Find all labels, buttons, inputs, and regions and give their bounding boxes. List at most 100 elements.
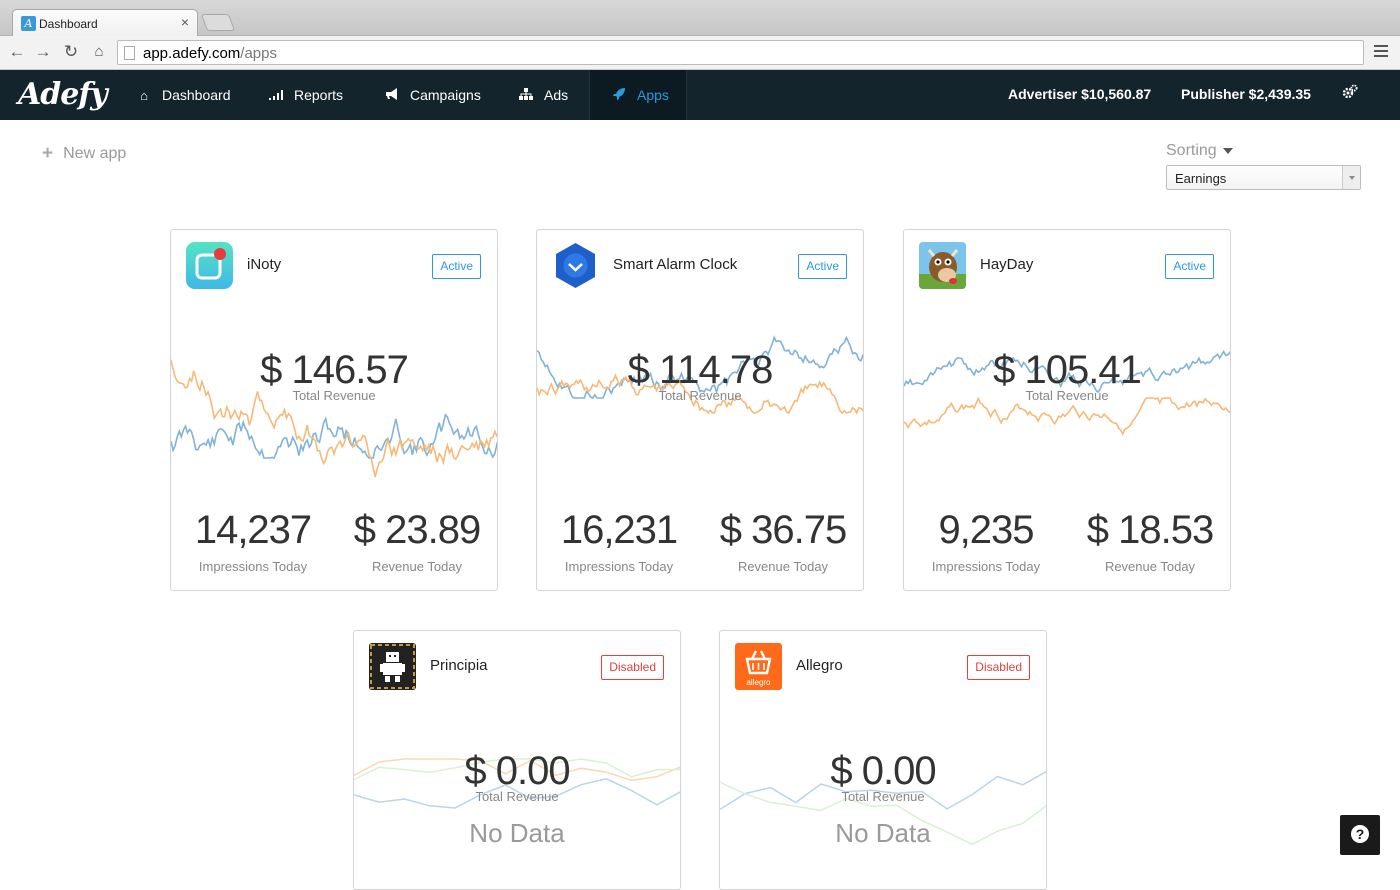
total-revenue-label: Total Revenue	[658, 388, 742, 403]
nav-label: Dashboard	[162, 87, 231, 103]
bullhorn-icon	[384, 87, 400, 103]
sparkline-series-1	[171, 359, 497, 478]
app-card-inoty[interactable]: iNoty Active $ 146.57 Total Revenue 14,2…	[170, 229, 498, 591]
sparkline-series-0	[354, 758, 680, 782]
app-name: iNoty	[247, 256, 282, 273]
app-name: Principia	[430, 657, 488, 674]
nav-reports[interactable]: Reports	[268, 70, 343, 120]
sorting-select[interactable]: Earnings	[1166, 165, 1361, 190]
revenue-sparkline	[354, 758, 680, 809]
smart-alarm-clock-app-icon	[552, 242, 599, 289]
adefy-favicon-icon: A	[21, 16, 36, 31]
status-badge: Disabled	[967, 655, 1030, 680]
nav-campaigns[interactable]: Campaigns	[384, 70, 481, 120]
revenue-today-value: $ 36.75	[719, 508, 847, 552]
revenue-sparkline	[904, 349, 1230, 436]
total-revenue-value: $ 0.00	[830, 749, 936, 793]
question-icon: ?	[1351, 825, 1369, 843]
revenue-sparkline	[537, 335, 863, 415]
tab-close-icon[interactable]: ×	[180, 14, 189, 30]
sparkline-series-1	[537, 372, 863, 415]
status-badge: Active	[798, 254, 847, 279]
back-arrow-icon[interactable]: ←	[8, 42, 26, 61]
new-tab-button[interactable]	[200, 14, 236, 31]
sparkline-series-0	[537, 335, 863, 399]
sparkline-series-0	[171, 413, 497, 459]
sitemap-icon	[518, 87, 534, 103]
impressions-today-label: Impressions Today	[931, 559, 1041, 574]
no-data-label: No Data	[835, 818, 931, 848]
total-revenue-label: Total Revenue	[475, 789, 559, 804]
status-badge: Active	[1165, 254, 1214, 279]
sparkline-series-0	[904, 349, 1230, 394]
status-badge: Active	[432, 254, 481, 279]
impressions-today-value: 9,235	[938, 508, 1034, 552]
revenue-today-value: $ 23.89	[353, 508, 481, 552]
status-badge: Disabled	[601, 655, 664, 680]
sparkline-series-1	[354, 778, 680, 809]
app-name: Smart Alarm Clock	[613, 256, 738, 273]
nav-label: Ads	[544, 87, 569, 103]
impressions-today-label: Impressions Today	[564, 559, 674, 574]
principia-robot-app-icon	[369, 643, 416, 690]
revenue-today-value: $ 18.53	[1086, 508, 1214, 552]
no-data-label: No Data	[469, 818, 565, 848]
hayday-cow-app-icon	[919, 242, 966, 289]
impressions-today-value: 14,237	[194, 508, 312, 552]
advertiser-balance[interactable]: Advertiser $10,560.87	[1008, 86, 1152, 102]
nav-apps[interactable]: Apps	[589, 70, 687, 120]
sorting-dropdown-toggle[interactable]: Sorting	[1166, 142, 1233, 160]
sparkline-series-1	[720, 781, 1046, 846]
help-button[interactable]: ?	[1340, 815, 1380, 855]
publisher-balance[interactable]: Publisher $2,439.35	[1181, 86, 1311, 102]
revenue-today-label: Revenue Today	[371, 559, 463, 574]
nav-ads[interactable]: Ads	[518, 70, 568, 120]
impressions-today-label: Impressions Today	[198, 559, 308, 574]
total-revenue-value: $ 146.57	[260, 348, 409, 392]
tab-title: Dashboard	[39, 17, 98, 31]
total-revenue-value: $ 114.78	[627, 348, 774, 392]
home-icon[interactable]: ⌂	[94, 43, 104, 60]
sorting-value: Earnings	[1175, 171, 1227, 186]
rocket-icon	[611, 87, 627, 104]
page-icon	[124, 46, 135, 60]
select-arrow-icon	[1342, 166, 1360, 189]
revenue-today-label: Revenue Today	[737, 559, 829, 574]
sparkline-series-0	[720, 770, 1046, 811]
nav-label: Reports	[294, 87, 344, 103]
forward-arrow-icon[interactable]: →	[34, 42, 52, 61]
caret-down-icon	[1222, 147, 1233, 154]
adefy-logo[interactable]: Adefy	[18, 77, 108, 112]
total-revenue-value: $ 105.41	[993, 348, 1142, 392]
sorting-label: Sorting	[1166, 142, 1217, 159]
hamburger-menu-icon[interactable]	[1374, 45, 1388, 59]
nav-dashboard[interactable]: ⌂ Dashboard	[136, 70, 231, 120]
sparkline-series-2	[354, 758, 680, 781]
browser-toolbar: ← → ↻ ⌂ app.adefy.com/apps	[0, 36, 1400, 70]
reload-icon[interactable]: ↻	[63, 42, 79, 61]
gears-icon[interactable]	[1342, 84, 1358, 105]
revenue-sparkline	[720, 770, 1046, 846]
app-card-allegro[interactable]: allegro Allegro Disabled $ 0.00 Total Re…	[719, 630, 1047, 890]
browser-tabstrip: A Dashboard ×	[0, 0, 1400, 37]
app-header: Adefy ⌂ Dashboard Reports Campaigns Ads …	[0, 70, 1400, 120]
app-card-smart-alarm-clock[interactable]: Smart Alarm Clock Active $ 114.78 Total …	[536, 229, 864, 591]
inoty-app-icon	[186, 242, 233, 289]
app-card-principia[interactable]: Principia Disabled $ 0.00 Total Revenue …	[353, 630, 681, 890]
svg-text:allegro: allegro	[746, 678, 771, 687]
new-app-button[interactable]: + New app	[42, 143, 126, 165]
total-revenue-label: Total Revenue	[841, 789, 925, 804]
app-name: Allegro	[796, 657, 843, 674]
browser-tab[interactable]: A Dashboard ×	[12, 9, 198, 37]
revenue-sparkline	[171, 359, 497, 478]
total-revenue-label: Total Revenue	[292, 388, 376, 403]
plus-icon: +	[42, 143, 54, 164]
total-revenue-label: Total Revenue	[1025, 388, 1109, 403]
nav-label: Campaigns	[410, 87, 481, 103]
app-card-hayday[interactable]: HayDay Active $ 105.41 Total Revenue 9,2…	[903, 229, 1231, 591]
address-bar[interactable]: app.adefy.com/apps	[117, 40, 1364, 65]
app-name: HayDay	[980, 256, 1034, 273]
home-icon: ⌂	[140, 87, 148, 103]
allegro-basket-app-icon: allegro	[735, 643, 782, 690]
impressions-today-value: 16,231	[560, 508, 678, 552]
